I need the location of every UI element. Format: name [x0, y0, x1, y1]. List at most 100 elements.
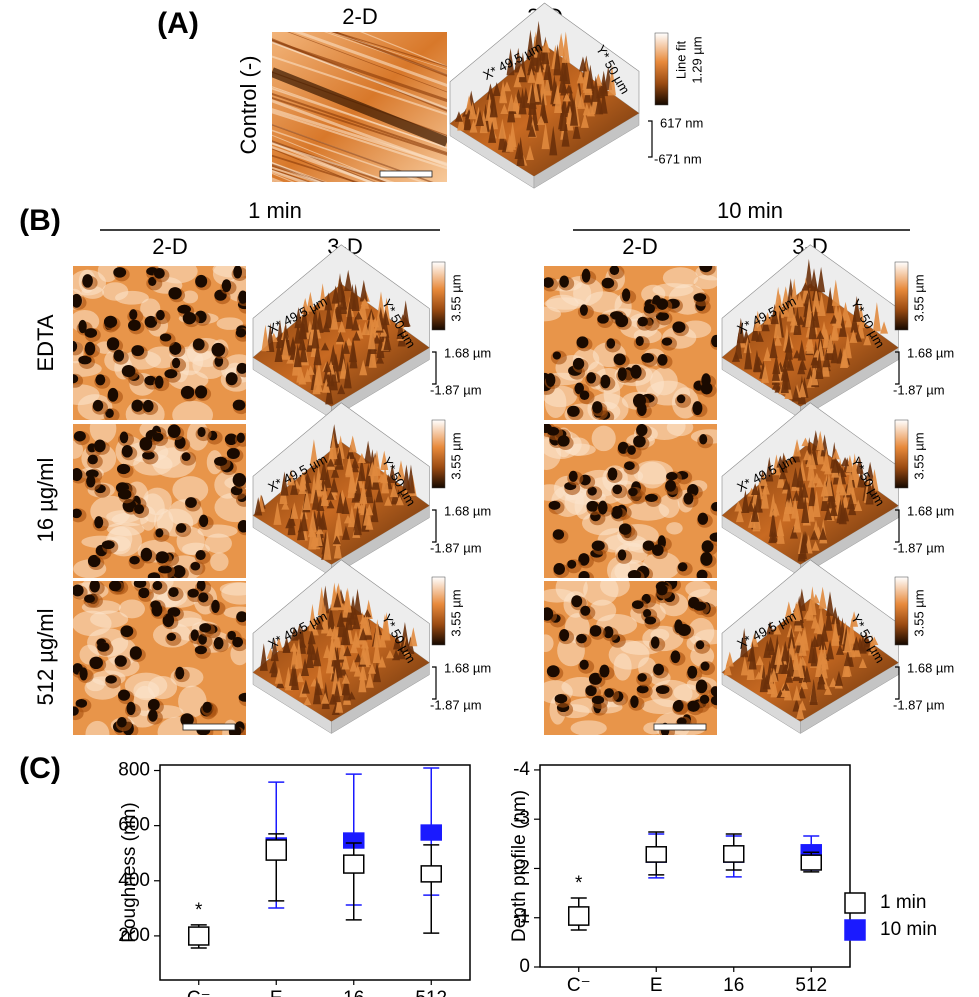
tubule — [677, 624, 690, 636]
tubule — [541, 607, 553, 620]
tubule — [118, 690, 130, 701]
tubule — [93, 400, 103, 412]
tubule — [652, 544, 664, 556]
x-tick-label: 512 — [795, 975, 827, 996]
label: 1.68 µm — [444, 345, 491, 360]
label: 3.55 µm — [448, 274, 463, 321]
label: 1.29 µm — [689, 36, 704, 83]
tubule — [71, 468, 83, 481]
tubule — [134, 579, 147, 588]
tubule — [90, 579, 100, 592]
box — [421, 866, 441, 882]
tubule — [222, 279, 231, 292]
tubule — [711, 502, 721, 511]
tubule — [555, 694, 568, 703]
label: 10 min — [717, 198, 783, 223]
tubule — [84, 595, 95, 603]
tubule — [599, 665, 609, 678]
label: 3.55 µm — [911, 274, 926, 321]
tubule — [102, 540, 115, 549]
highlight — [666, 522, 682, 534]
tubule — [637, 317, 647, 327]
tubule — [618, 549, 626, 560]
tubule — [155, 528, 163, 537]
tubule — [160, 334, 171, 342]
tubule — [139, 437, 152, 450]
tubule — [614, 353, 626, 365]
tubule — [154, 268, 165, 279]
afm-2d-image — [68, 572, 260, 748]
tubule — [657, 354, 667, 366]
tubule — [236, 328, 246, 337]
tubule — [644, 304, 655, 314]
tubule — [237, 433, 245, 443]
tubule — [630, 695, 638, 708]
y-tick-label: 800 — [118, 760, 150, 781]
annotation: * — [195, 900, 203, 921]
tubule — [580, 390, 590, 400]
tubule — [592, 696, 604, 704]
tubule — [592, 401, 602, 413]
highlight — [210, 552, 228, 571]
z-bracket — [432, 510, 436, 542]
tubule — [238, 520, 250, 533]
tubule — [637, 402, 647, 416]
tubule — [108, 388, 118, 402]
tubule — [576, 336, 588, 348]
tubule — [633, 435, 646, 447]
tubule — [632, 600, 644, 609]
tubule — [610, 265, 619, 275]
tubule — [653, 664, 664, 676]
tubule — [546, 373, 556, 387]
tubule — [114, 350, 125, 362]
colorbar — [655, 33, 668, 105]
tubule — [71, 509, 82, 518]
box — [569, 907, 589, 925]
tubule — [105, 675, 116, 683]
label: 1 min — [248, 198, 302, 223]
tubule — [148, 709, 158, 721]
tubule — [700, 552, 712, 566]
tubule — [134, 504, 144, 514]
tubule — [196, 550, 206, 560]
tubule — [586, 372, 596, 383]
box — [344, 855, 364, 873]
tubule — [120, 625, 133, 637]
tubule — [195, 275, 207, 288]
tubule — [86, 475, 95, 487]
label: 3.55 µm — [448, 589, 463, 636]
colorbar — [895, 262, 908, 330]
x-tick-label: C⁻ — [567, 975, 591, 996]
tubule — [233, 473, 246, 487]
tubule — [232, 637, 243, 647]
tubule — [569, 471, 578, 482]
tubule — [698, 513, 708, 525]
tubule — [211, 343, 225, 357]
tubule — [233, 265, 242, 278]
label: 2-D — [152, 234, 187, 259]
tubule — [683, 493, 693, 505]
tubule — [666, 472, 677, 480]
scale-bar — [380, 171, 432, 177]
tubule — [129, 309, 137, 320]
tubule — [701, 662, 710, 671]
z-bracket — [432, 667, 436, 699]
tubule — [618, 367, 627, 381]
tubule — [604, 688, 614, 697]
figure: (A)2-D3-DControl (-)X* 49.5 µmY* 50 µmLi… — [0, 0, 979, 997]
tubule — [104, 316, 117, 328]
x-tick-label: 16 — [343, 988, 364, 997]
tubule — [693, 293, 706, 302]
label: -671 nm — [654, 151, 702, 166]
tubule — [624, 461, 635, 470]
tubule — [68, 706, 78, 715]
tubule — [559, 629, 569, 641]
scale-bar — [654, 724, 706, 730]
tubule — [673, 700, 684, 711]
afm-2d-image — [58, 259, 257, 430]
tubule — [553, 351, 561, 359]
tubule — [571, 595, 582, 607]
tubule — [202, 702, 211, 713]
label: Control (-) — [236, 55, 261, 154]
tubule — [638, 673, 647, 682]
